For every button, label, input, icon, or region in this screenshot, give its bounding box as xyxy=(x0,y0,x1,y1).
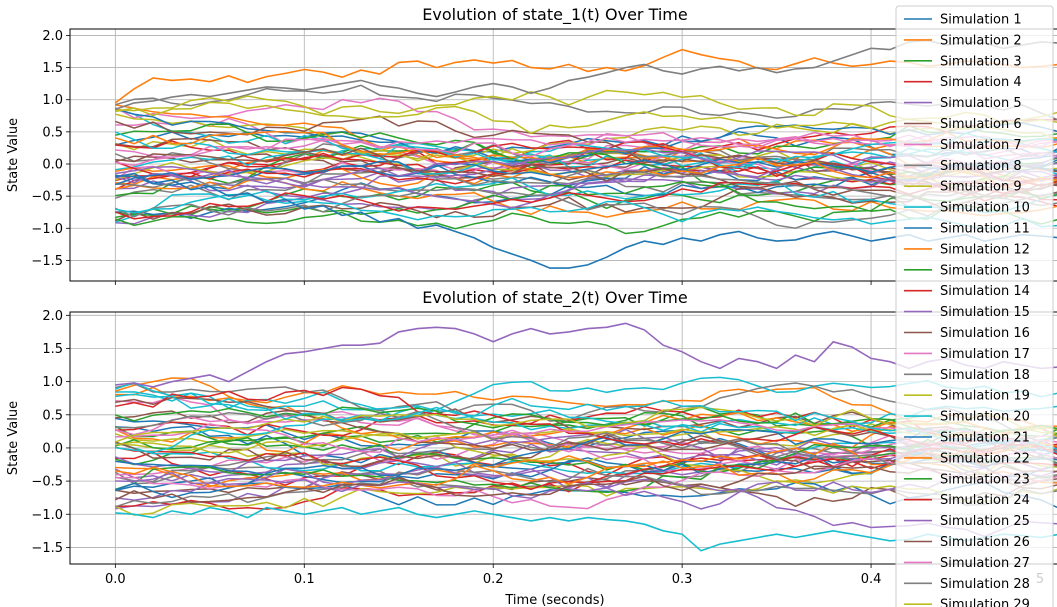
legend-label: Simulation 15 xyxy=(940,305,1030,320)
x-tick-label: 0.4 xyxy=(861,572,882,587)
panel-2-title: Evolution of state_2(t) Over Time xyxy=(422,288,687,308)
y-tick-label: 2.0 xyxy=(42,309,63,324)
panel-2-ylabel: State Value xyxy=(6,401,21,475)
x-tick-label: 0.0 xyxy=(105,572,126,587)
legend-label: Simulation 5 xyxy=(940,96,1022,111)
legend-label: Simulation 10 xyxy=(940,201,1030,216)
panel-2-frame xyxy=(69,311,1057,565)
legend-label: Simulation 13 xyxy=(940,263,1030,278)
y-tick-label: −0.5 xyxy=(31,190,63,205)
legend: Simulation 1 Simulation 2 Simulation 3 Simu… xyxy=(895,5,1054,607)
legend-label: Simulation 7 xyxy=(940,138,1022,153)
legend-label: Simulation 25 xyxy=(940,514,1030,529)
y-tick-label: 1.0 xyxy=(42,375,63,390)
legend-label: Simulation 17 xyxy=(940,347,1030,362)
legend-label: Simulation 28 xyxy=(940,577,1030,592)
legend-label: Simulation 6 xyxy=(940,117,1022,132)
legend-label: Simulation 12 xyxy=(940,242,1030,257)
legend-label: Simulation 8 xyxy=(940,159,1022,174)
y-tick-label: 0.0 xyxy=(42,158,63,173)
legend-label: Simulation 22 xyxy=(940,451,1030,466)
y-tick-label: 0.5 xyxy=(42,125,63,140)
legend-label: Simulation 19 xyxy=(940,389,1030,404)
panel-2-ticks: 0.0 0.1 0.2 0.3 0.4 −1.5 −1.0 −0.5 0.0 0.5 1.0 1.5 2… xyxy=(31,309,881,587)
y-tick-label: −1.0 xyxy=(31,222,63,237)
y-tick-label: −1.0 xyxy=(31,508,63,523)
x-tick-label: 0.2 xyxy=(483,572,504,587)
legend-label: Simulation 24 xyxy=(940,493,1030,508)
legend-box xyxy=(895,5,1054,607)
panel-2-grid xyxy=(70,312,1057,564)
y-tick-label: 1.5 xyxy=(42,61,63,76)
legend-label: Simulation 4 xyxy=(940,75,1022,90)
y-tick-label: −0.5 xyxy=(31,475,63,490)
legend-label: Simulation 2 xyxy=(940,33,1022,48)
y-tick-label: −1.5 xyxy=(31,254,63,269)
y-tick-label: 1.5 xyxy=(42,342,63,357)
legend-label: Simulation 9 xyxy=(940,180,1022,195)
legend-label: Simulation 23 xyxy=(940,472,1030,487)
y-tick-label: 2.0 xyxy=(42,29,63,44)
y-tick-label: 0.5 xyxy=(42,408,63,423)
panel-1-ylabel: State Value xyxy=(6,118,21,192)
panel-2-xlabel: Time (seconds) xyxy=(504,593,604,607)
legend-label: Simulation 1 xyxy=(940,13,1022,28)
x-tick-label: 0.1 xyxy=(294,572,315,587)
panel-state-2: Evolution of state_2(t) Over Time State … xyxy=(6,288,1057,607)
panel-1-frame xyxy=(69,28,1057,282)
legend-label: Simulation 29 xyxy=(940,598,1030,607)
x-tick-label: 0.3 xyxy=(672,572,693,587)
legend-label: Simulation 3 xyxy=(940,54,1022,69)
y-tick-label: −1.5 xyxy=(31,541,63,556)
panel-1-ticks: −1.5 −1.0 −0.5 0.0 0.5 1.0 1.5 2.0 xyxy=(31,29,872,285)
y-tick-label: 1.0 xyxy=(42,93,63,108)
legend-label: Simulation 11 xyxy=(940,222,1030,237)
y-tick-label: 0.0 xyxy=(42,441,63,456)
legend-label: Simulation 21 xyxy=(940,431,1030,446)
legend-label: Simulation 27 xyxy=(940,556,1030,571)
legend-label: Simulation 18 xyxy=(940,368,1030,383)
legend-label: Simulation 20 xyxy=(940,410,1030,425)
panel-1-title: Evolution of state_1(t) Over Time xyxy=(422,5,687,25)
legend-label: Simulation 26 xyxy=(940,535,1030,550)
legend-label: Simulation 14 xyxy=(940,284,1030,299)
legend-label: Simulation 16 xyxy=(940,326,1030,341)
